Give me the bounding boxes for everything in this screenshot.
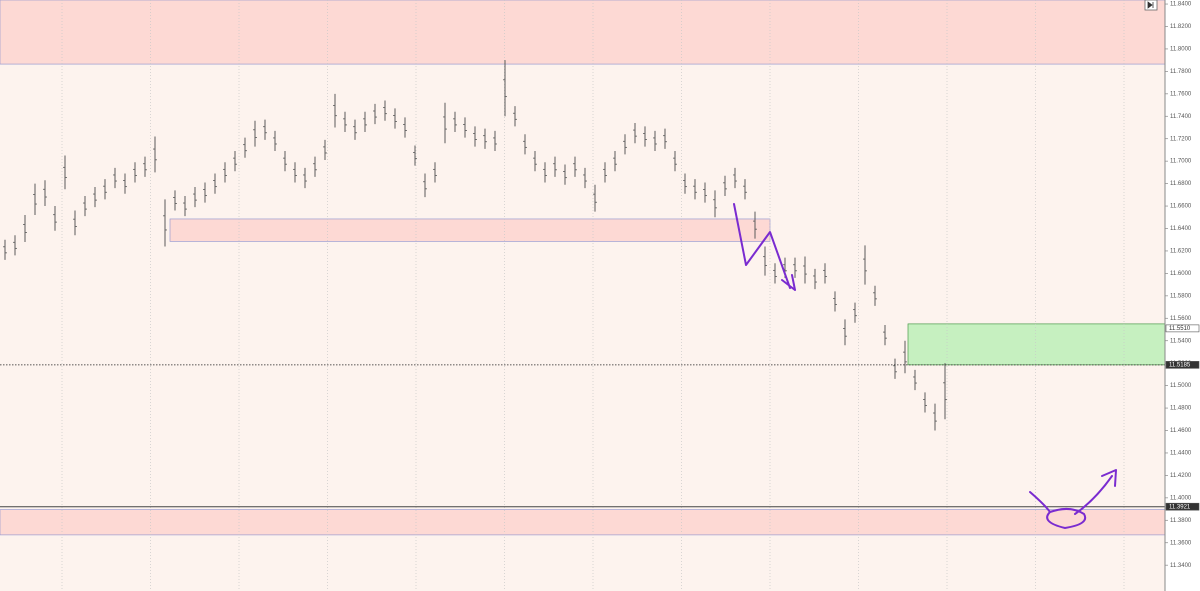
y-tick-label: 11.4400: [1170, 451, 1192, 457]
y-tick-label: 11.4600: [1170, 428, 1192, 434]
price-marker-box: [1165, 361, 1200, 369]
plot-background: [0, 0, 1165, 591]
y-tick-label: 11.3400: [1170, 563, 1192, 569]
y-tick-label: 11.8200: [1170, 24, 1192, 30]
y-tick-label: 11.6000: [1170, 271, 1192, 277]
y-tick-label: 11.5000: [1170, 383, 1192, 389]
y-tick-label: 11.8000: [1170, 47, 1192, 53]
y-tick-label: 11.6400: [1170, 226, 1192, 232]
y-tick-label: 11.4200: [1170, 473, 1192, 479]
y-tick-label: 11.7200: [1170, 136, 1192, 142]
y-tick-label: 11.7600: [1170, 91, 1192, 97]
price-marker-label: 11.3921: [1169, 504, 1191, 510]
y-tick-label: 11.7400: [1170, 114, 1192, 120]
price-axis-labels: 11.3400 11.3600 11.3800 11.4000 11.4200 11.44…: [1165, 2, 1200, 569]
price-marker-box: [1165, 324, 1200, 333]
price-bars: [3, 60, 947, 431]
price-marker-label: 11.5185: [1169, 362, 1191, 368]
y-tick-label: 11.6800: [1170, 181, 1192, 187]
y-tick-label: 11.4000: [1170, 495, 1192, 501]
y-tick-label: 11.6200: [1170, 249, 1192, 255]
zone: [0, 509, 1166, 536]
zone: [907, 323, 1166, 366]
price-lines: [0, 364, 1165, 508]
y-tick-label: 11.7000: [1170, 159, 1192, 165]
y-tick-label: 11.8400: [1170, 2, 1192, 8]
scroll-icon: [1147, 1, 1154, 9]
price-marker-box: [1165, 502, 1200, 511]
y-tick-label: 11.5800: [1170, 293, 1192, 299]
y-tick-label: 11.4800: [1170, 406, 1192, 412]
price-axis: [1165, 0, 1200, 591]
y-tick-label: 11.3800: [1170, 518, 1192, 524]
price-marker-label: 11.5510: [1169, 326, 1191, 332]
y-tick-label: 11.5400: [1170, 338, 1192, 344]
y-tick-label: 11.5600: [1170, 316, 1192, 322]
drawn-arrow-down: [733, 203, 796, 291]
drawn-arrow-up: [1029, 469, 1117, 529]
zones: [0, 0, 1166, 536]
y-tick-label: 11.6600: [1170, 204, 1192, 210]
annotations: [733, 203, 1117, 529]
y-tick-label: 11.7800: [1170, 69, 1192, 75]
y-tick-label: 11.3600: [1170, 540, 1192, 546]
time-grid: [61, 0, 1125, 591]
zone: [169, 218, 771, 242]
zone: [0, 0, 1166, 65]
